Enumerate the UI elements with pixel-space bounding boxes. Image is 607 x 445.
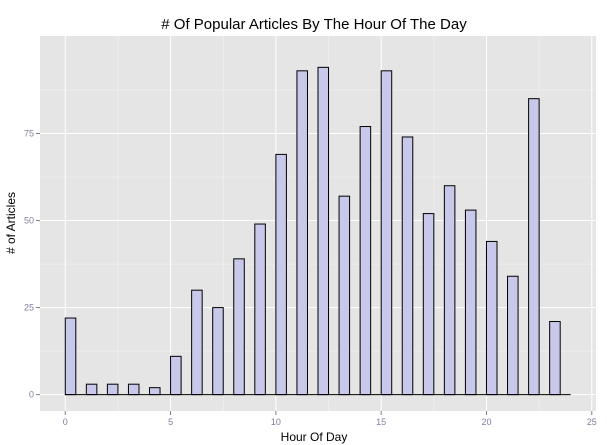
bar-hour-8 (233, 258, 245, 396)
bar-hour-23 (549, 321, 561, 396)
y-tick-label: 75 (24, 128, 34, 138)
bar-hour-18 (443, 185, 456, 396)
x-tick-label: 15 (376, 417, 386, 427)
bar-hour-7 (212, 307, 224, 396)
bar-hour-21 (507, 275, 519, 396)
chart-title: # Of Popular Articles By The Hour Of The… (161, 16, 467, 33)
bar-hour-13 (338, 195, 351, 396)
x-axis-title: Hour Of Day (281, 430, 348, 444)
bar-hour-2 (106, 383, 119, 396)
bar-hour-10 (275, 153, 287, 396)
bar-hour-20 (485, 240, 498, 396)
x-tick-label: 20 (481, 417, 491, 427)
bar-hour-5 (170, 355, 182, 396)
y-tick-label: 0 (29, 390, 34, 400)
bar-hour-6 (191, 289, 203, 396)
x-tick-label: 5 (168, 417, 173, 427)
bar-hour-15 (380, 70, 393, 396)
bar-hour-14 (359, 126, 372, 396)
bar-hour-0 (64, 317, 77, 396)
bar-hour-19 (464, 209, 477, 396)
bar-hour-1 (85, 383, 98, 396)
bar-hour-22 (528, 98, 540, 396)
x-tick-label: 10 (271, 417, 281, 427)
y-tick-label: 25 (24, 303, 34, 313)
x-tick-label: 25 (587, 417, 597, 427)
bar-hour-17 (422, 213, 435, 396)
y-axis: 0 25 50 75 (24, 128, 40, 400)
y-axis-title: # of Articles (4, 192, 18, 254)
x-tick-label: 0 (63, 417, 68, 427)
bar-hour-4 (149, 387, 161, 396)
bar-hour-16 (401, 136, 414, 396)
bar-hour-12 (317, 66, 330, 396)
bar-hour-9 (254, 223, 266, 396)
bars (64, 66, 571, 396)
x-axis: 0 5 10 15 20 25 (63, 411, 597, 427)
bar-hour-3 (127, 383, 140, 396)
y-tick-label: 50 (24, 216, 34, 226)
bar-hour-11 (296, 70, 308, 396)
